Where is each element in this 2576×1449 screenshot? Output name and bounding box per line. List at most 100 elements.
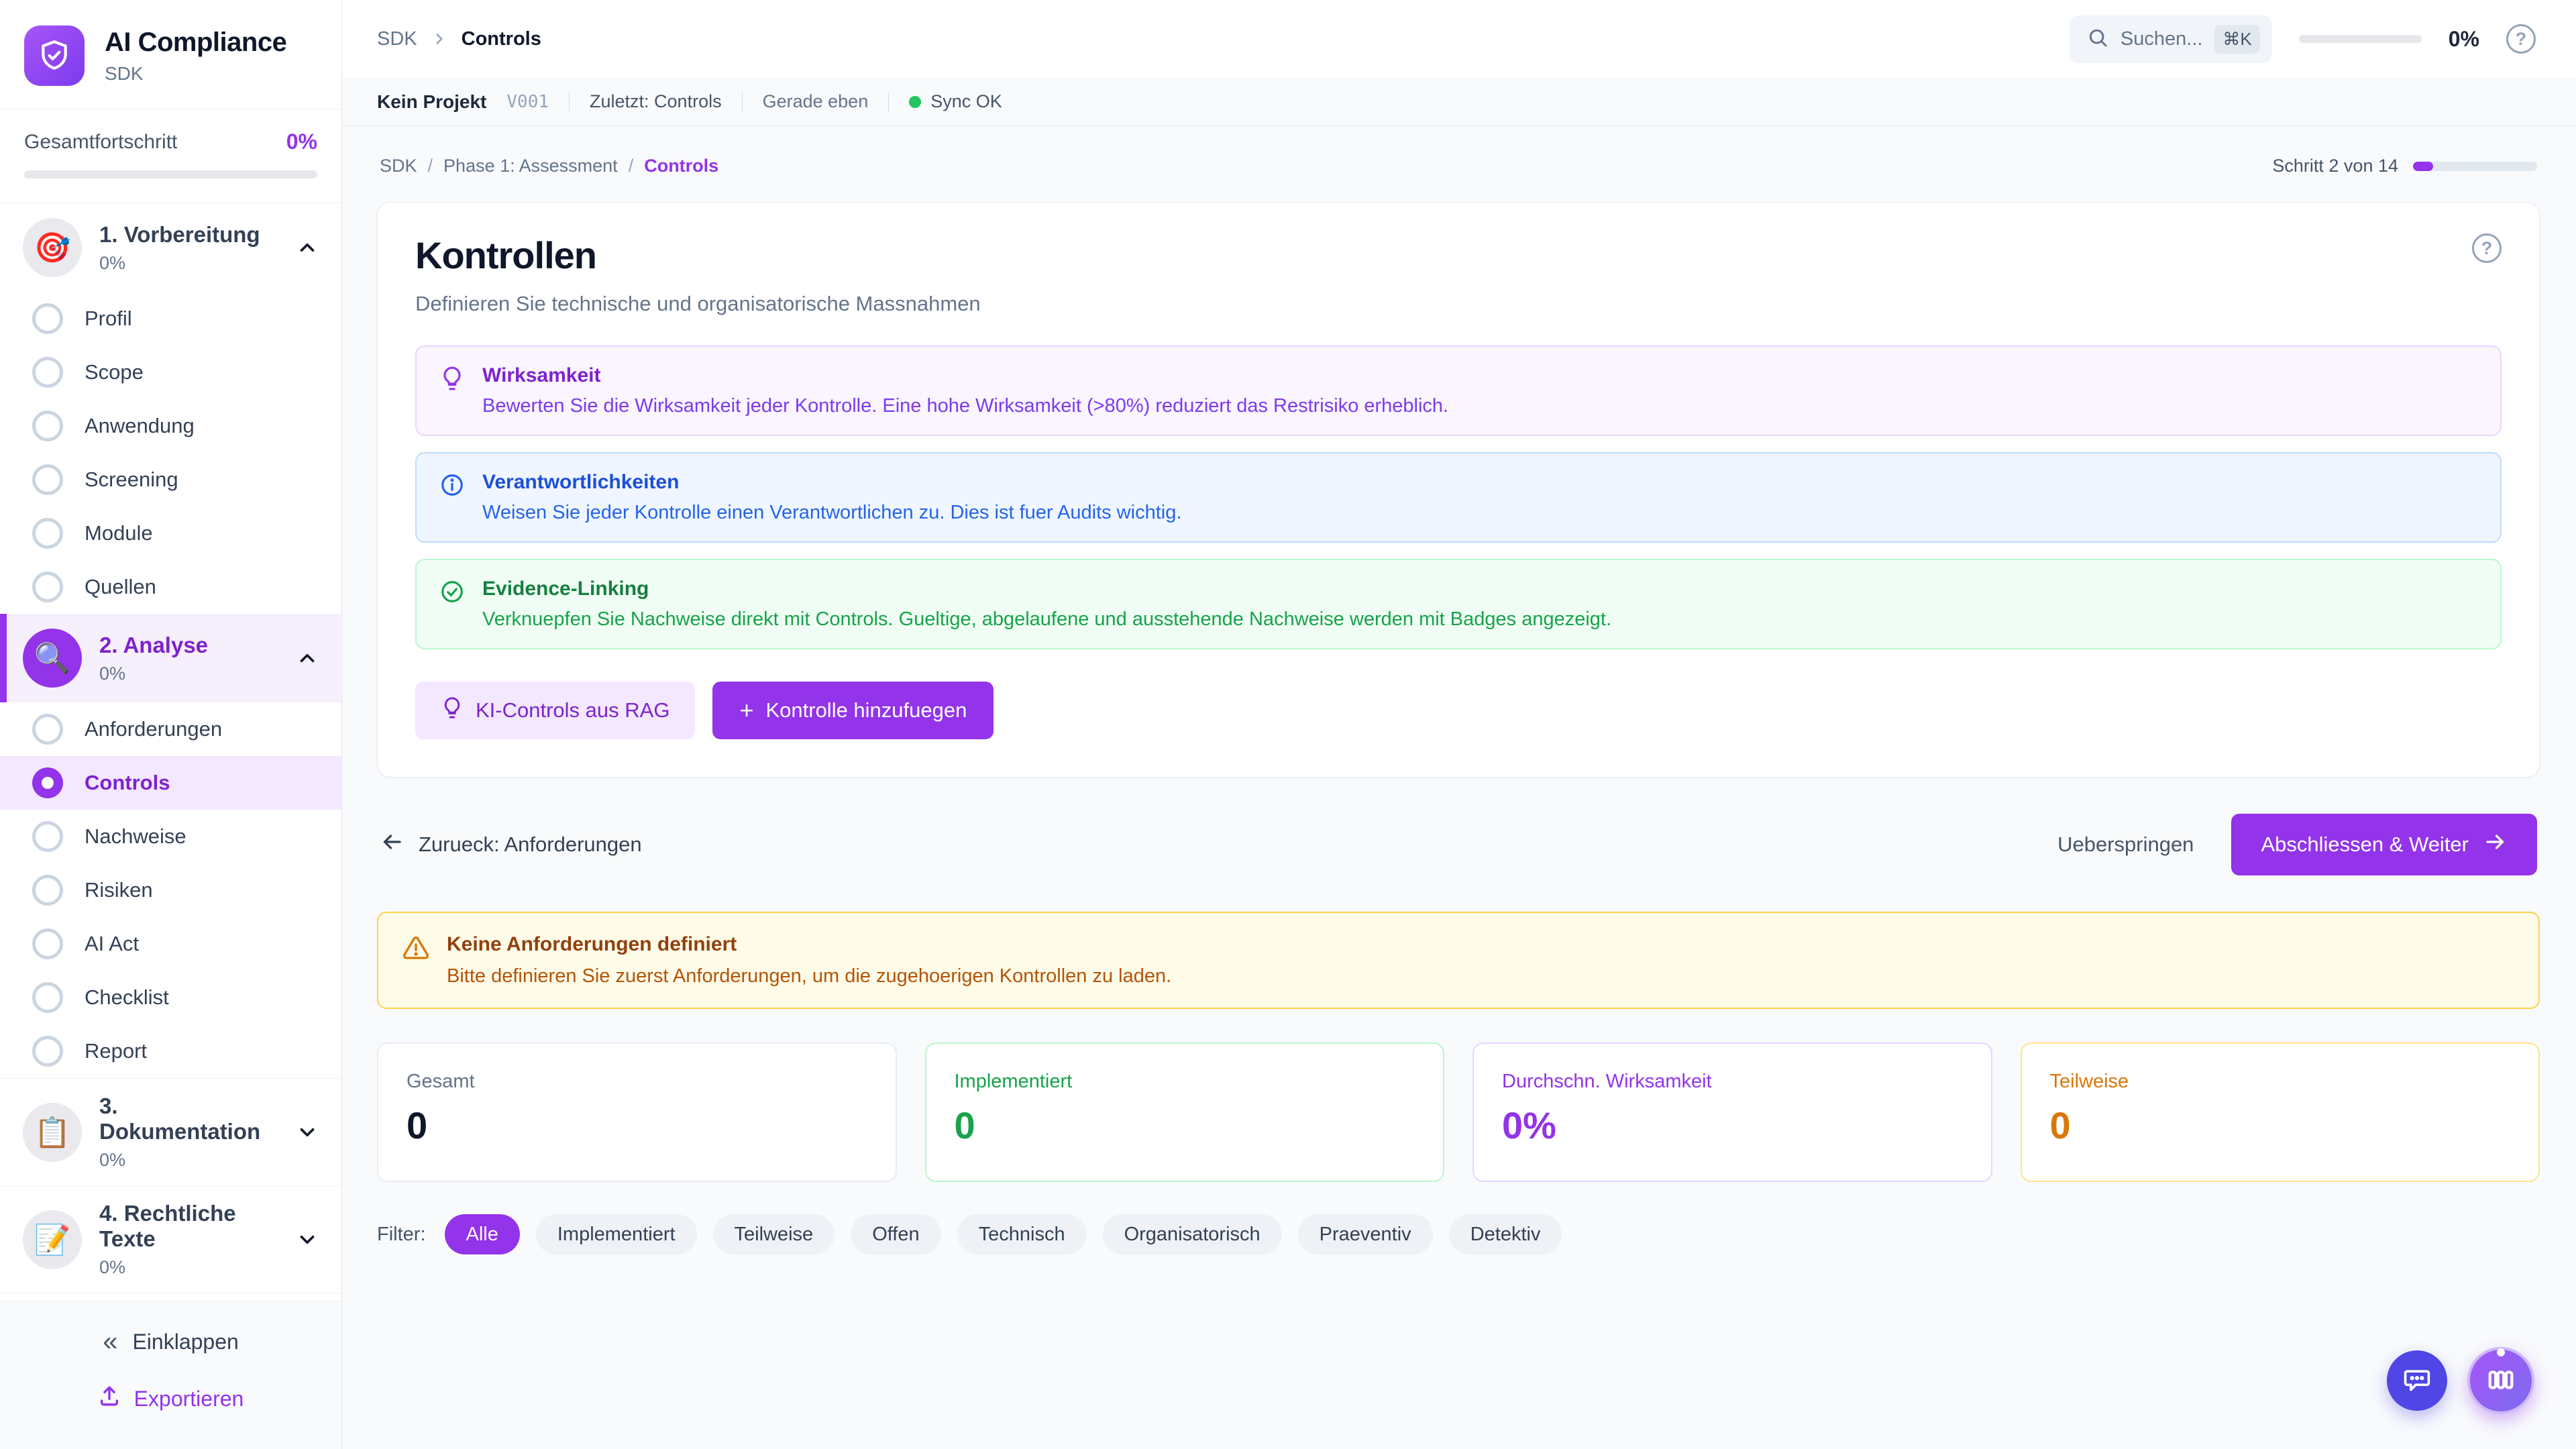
- section-label: 2. Analyse: [99, 632, 209, 657]
- sidebar-item-anforderungen[interactable]: Anforderungen: [0, 702, 341, 756]
- step-label: Schritt 2 von 14: [2272, 156, 2398, 176]
- sidebar-item-screening[interactable]: Screening: [0, 453, 341, 506]
- divider: [569, 91, 570, 112]
- sidebar-item-scope[interactable]: Scope: [0, 345, 341, 399]
- back-label: Zurueck: Anforderungen: [419, 833, 642, 856]
- status-bar: Kein Projekt V001 Zuletzt: Controls Gera…: [342, 78, 2576, 126]
- stat-label: Gesamt: [407, 1071, 475, 1092]
- export-button[interactable]: Exportieren: [98, 1385, 244, 1413]
- stat-card-gesamt: Gesamt 0: [377, 1042, 897, 1182]
- floating-buttons: [2387, 1347, 2534, 1414]
- section-rechtliche-texte[interactable]: 📝 4. Rechtliche Texte 0%: [0, 1185, 341, 1293]
- ki-controls-label: KI-Controls aus RAG: [476, 698, 670, 722]
- back-button[interactable]: Zurueck: Anforderungen: [380, 830, 642, 859]
- filter-chip-teilweise[interactable]: Teilweise: [712, 1214, 835, 1254]
- info-box-evidence-linking: Evidence-Linking Verknuepfen Sie Nachwei…: [415, 559, 2502, 649]
- stats-row: Gesamt 0 Implementiert 0 Durchschn. Wirk…: [377, 1042, 2540, 1182]
- card-help-icon[interactable]: ?: [2472, 233, 2502, 263]
- info-boxes: Wirksamkeit Bewerten Sie die Wirksamkeit…: [415, 345, 2502, 649]
- filter-chip-alle[interactable]: Alle: [444, 1214, 520, 1254]
- sidebar-item-nachweise[interactable]: Nachweise: [0, 810, 341, 863]
- kontrollen-card: Kontrollen ? Definieren Sie technische u…: [377, 202, 2540, 777]
- sidebar-item-label: Anforderungen: [85, 717, 223, 741]
- stat-card-teilweise: Teilweise 0: [2020, 1042, 2540, 1182]
- sidebar-item-label: Scope: [85, 360, 144, 384]
- arrow-right-icon: [2483, 830, 2508, 859]
- search-input[interactable]: Suchen... ⌘K: [2069, 15, 2272, 63]
- sidebar-item-report[interactable]: Report: [0, 1024, 341, 1078]
- stat-card-implementiert: Implementiert 0: [924, 1042, 1444, 1182]
- status-circle-icon: [32, 411, 63, 441]
- double-chevron-left-icon: «: [103, 1327, 118, 1356]
- filter-chip-detektiv[interactable]: Detektiv: [1448, 1214, 1562, 1254]
- page-title: Kontrollen: [415, 234, 597, 276]
- sidebar-item-risiken[interactable]: Risiken: [0, 863, 341, 917]
- chat-fab-button[interactable]: [2387, 1350, 2447, 1411]
- project-name: Kein Projekt: [377, 91, 487, 112]
- sidebar-item-controls[interactable]: Controls: [0, 756, 341, 810]
- status-circle-icon: [32, 714, 63, 745]
- sidebar-item-module[interactable]: Module: [0, 506, 341, 560]
- search-placeholder: Suchen...: [2120, 28, 2203, 50]
- ki-controls-button[interactable]: KI-Controls aus RAG: [415, 682, 696, 739]
- filter-chip-implementiert[interactable]: Implementiert: [535, 1214, 697, 1254]
- page-breadcrumb: SDK / Phase 1: Assessment / Controls: [380, 156, 718, 176]
- skip-button[interactable]: Ueberspringen: [2057, 833, 2194, 856]
- breadcrumb: SDK Controls: [377, 28, 541, 50]
- sidebar-item-label: Risiken: [85, 878, 153, 902]
- page-content: SDK / Phase 1: Assessment / Controls Sch…: [342, 126, 2576, 1449]
- sidebar: AI Compliance SDK Gesamtfortschritt 0% 🎯…: [0, 0, 342, 1449]
- section-label: 3. Dokumentation: [99, 1093, 261, 1144]
- sidebar-item-quellen[interactable]: Quellen: [0, 560, 341, 614]
- version-badge: V001: [506, 91, 549, 112]
- overall-progress-bar: [24, 170, 317, 178]
- sync-status: Sync OK: [909, 91, 1002, 112]
- filter-label: Filter:: [377, 1223, 426, 1245]
- filter-row: Filter: Alle Implementiert Teilweise Off…: [377, 1214, 2540, 1254]
- finish-next-button[interactable]: Abschliessen & Weiter: [2231, 814, 2537, 875]
- section-vorbereitung[interactable]: 🎯 1. Vorbereitung 0%: [0, 203, 341, 292]
- sync-label: Sync OK: [930, 91, 1002, 111]
- section-betrieb[interactable]: ⚙️ 5. Betrieb 0%: [0, 1293, 341, 1301]
- kanban-fab-button[interactable]: [2467, 1347, 2534, 1414]
- add-control-button[interactable]: + Kontrolle hinzufuegen: [712, 682, 994, 739]
- warning-banner: Keine Anforderungen definiert Bitte defi…: [377, 912, 2540, 1009]
- sidebar-item-label: Checklist: [85, 985, 169, 1009]
- lightbulb-icon: [441, 696, 464, 724]
- filter-chip-offen[interactable]: Offen: [851, 1214, 941, 1254]
- breadcrumb-root[interactable]: SDK: [377, 28, 417, 50]
- sidebar-item-label: Profil: [85, 307, 132, 330]
- stat-label: Teilweise: [2049, 1071, 2129, 1092]
- breadcrumb-phase[interactable]: Phase 1: Assessment: [443, 156, 618, 176]
- breadcrumb-separator: /: [628, 156, 634, 176]
- page-subtitle: Definieren Sie technische und organisato…: [415, 292, 981, 315]
- filter-chip-praeventiv[interactable]: Praeventiv: [1297, 1214, 1433, 1254]
- stat-label: Implementiert: [954, 1071, 1073, 1092]
- help-icon[interactable]: ?: [2506, 24, 2536, 54]
- collapse-sidebar-button[interactable]: « Einklappen: [103, 1328, 239, 1355]
- info-text: Verknuepfen Sie Nachweise direkt mit Con…: [482, 608, 1612, 630]
- warning-title: Keine Anforderungen definiert: [447, 933, 737, 955]
- sidebar-item-checklist[interactable]: Checklist: [0, 971, 341, 1024]
- section-dokumentation[interactable]: 📋 3. Dokumentation 0%: [0, 1078, 341, 1185]
- page-breadcrumb-row: SDK / Phase 1: Assessment / Controls Sch…: [380, 156, 2537, 176]
- filter-chip-organisatorisch[interactable]: Organisatorisch: [1102, 1214, 1282, 1254]
- topbar-progress-bar: [2298, 35, 2422, 43]
- last-step-status: Zuletzt: Controls: [590, 91, 722, 111]
- sidebar-item-ai-act[interactable]: AI Act: [0, 917, 341, 971]
- section-analyse[interactable]: 🔍 2. Analyse 0%: [0, 614, 341, 702]
- info-text: Weisen Sie jeder Kontrolle einen Verantw…: [482, 502, 1182, 523]
- status-circle-icon: [32, 518, 63, 549]
- sidebar-item-label: Quellen: [85, 575, 156, 598]
- chevron-up-icon: [296, 236, 319, 259]
- filter-chip-technisch[interactable]: Technisch: [957, 1214, 1087, 1254]
- sidebar-item-anwendung[interactable]: Anwendung: [0, 399, 341, 453]
- sidebar-item-label: Screening: [85, 468, 178, 491]
- app-subtitle: SDK: [105, 62, 144, 84]
- info-box-wirksamkeit: Wirksamkeit Bewerten Sie die Wirksamkeit…: [415, 345, 2502, 436]
- breadcrumb-sdk[interactable]: SDK: [380, 156, 417, 176]
- stat-value: 0: [2049, 1104, 2071, 1146]
- sidebar-item-profil[interactable]: Profil: [0, 292, 341, 345]
- status-circle-icon: [32, 875, 63, 906]
